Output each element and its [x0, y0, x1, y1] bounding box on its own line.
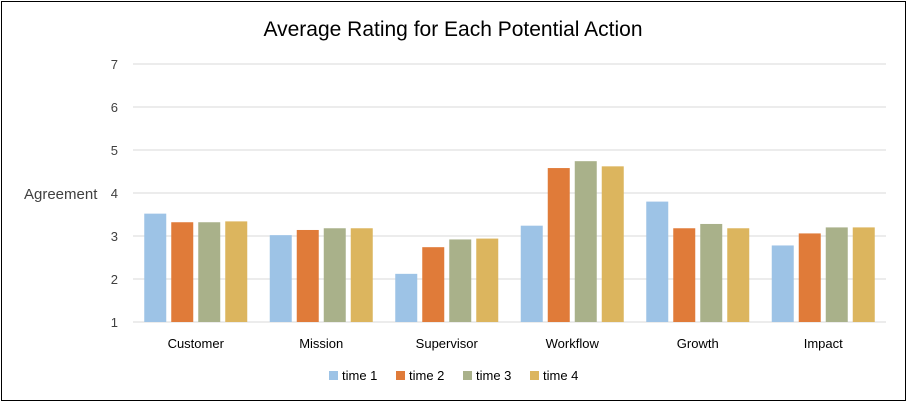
bar-supervisor-time-3: [449, 239, 472, 322]
bar-mission-time-3: [323, 228, 346, 322]
category-label: Workflow: [546, 336, 600, 351]
bar-supervisor-time-4: [476, 238, 499, 322]
bar-impact-time-2: [798, 233, 821, 322]
bar-impact-time-4: [852, 227, 875, 322]
bar-customer-time-3: [198, 222, 221, 322]
bar-supervisor-time-2: [422, 247, 445, 322]
category-label: Mission: [299, 336, 343, 351]
legend-swatch-time-3: [463, 371, 472, 380]
category-label: Impact: [804, 336, 843, 351]
chart-title: Average Rating for Each Potential Action: [263, 18, 642, 41]
bar-growth-time-1: [646, 201, 669, 322]
bars: [144, 161, 875, 322]
bar-workflow-time-1: [520, 225, 543, 322]
bar-growth-time-2: [673, 228, 696, 322]
bar-workflow-time-2: [547, 168, 570, 322]
bar-impact-time-3: [825, 227, 848, 322]
bar-mission-time-1: [269, 235, 292, 322]
y-tick-label: 1: [111, 315, 118, 330]
gridlines: [133, 63, 886, 323]
category-label: Supervisor: [416, 336, 479, 351]
legend-label: time 4: [543, 368, 578, 383]
y-tick-label: 3: [111, 229, 118, 244]
category-labels: Customer Mission Supervisor Workflow Growth I…: [168, 336, 844, 351]
y-tick-label: 4: [111, 186, 118, 201]
y-tick-label: 6: [111, 100, 118, 115]
bar-growth-time-4: [727, 228, 750, 322]
bar-customer-time-4: [225, 221, 248, 322]
bar-mission-time-2: [296, 229, 319, 322]
legend-swatch-time-4: [530, 371, 539, 380]
y-tick-labels: 1 2 3 4 5 6 7: [111, 57, 118, 330]
category-label: Customer: [168, 336, 225, 351]
bar-workflow-time-4: [601, 166, 624, 322]
legend-swatch-time-2: [396, 371, 405, 380]
legend-label: time 2: [409, 368, 444, 383]
bar-supervisor-time-1: [395, 273, 418, 322]
y-axis-label: Agreement: [24, 186, 98, 203]
bar-mission-time-4: [350, 228, 373, 322]
legend-label: time 1: [342, 368, 377, 383]
bar-customer-time-2: [171, 222, 194, 322]
y-tick-label: 5: [111, 143, 118, 158]
legend: time 1 time 2 time 3 time 4: [329, 368, 578, 383]
bar-workflow-time-3: [574, 161, 597, 322]
bar-customer-time-1: [144, 213, 167, 322]
bar-growth-time-3: [700, 223, 723, 322]
y-tick-label: 7: [111, 57, 118, 72]
category-label: Growth: [677, 336, 719, 351]
legend-swatch-time-1: [329, 371, 338, 380]
bar-impact-time-1: [771, 245, 794, 322]
legend-label: time 3: [476, 368, 511, 383]
y-tick-label: 2: [111, 272, 118, 287]
